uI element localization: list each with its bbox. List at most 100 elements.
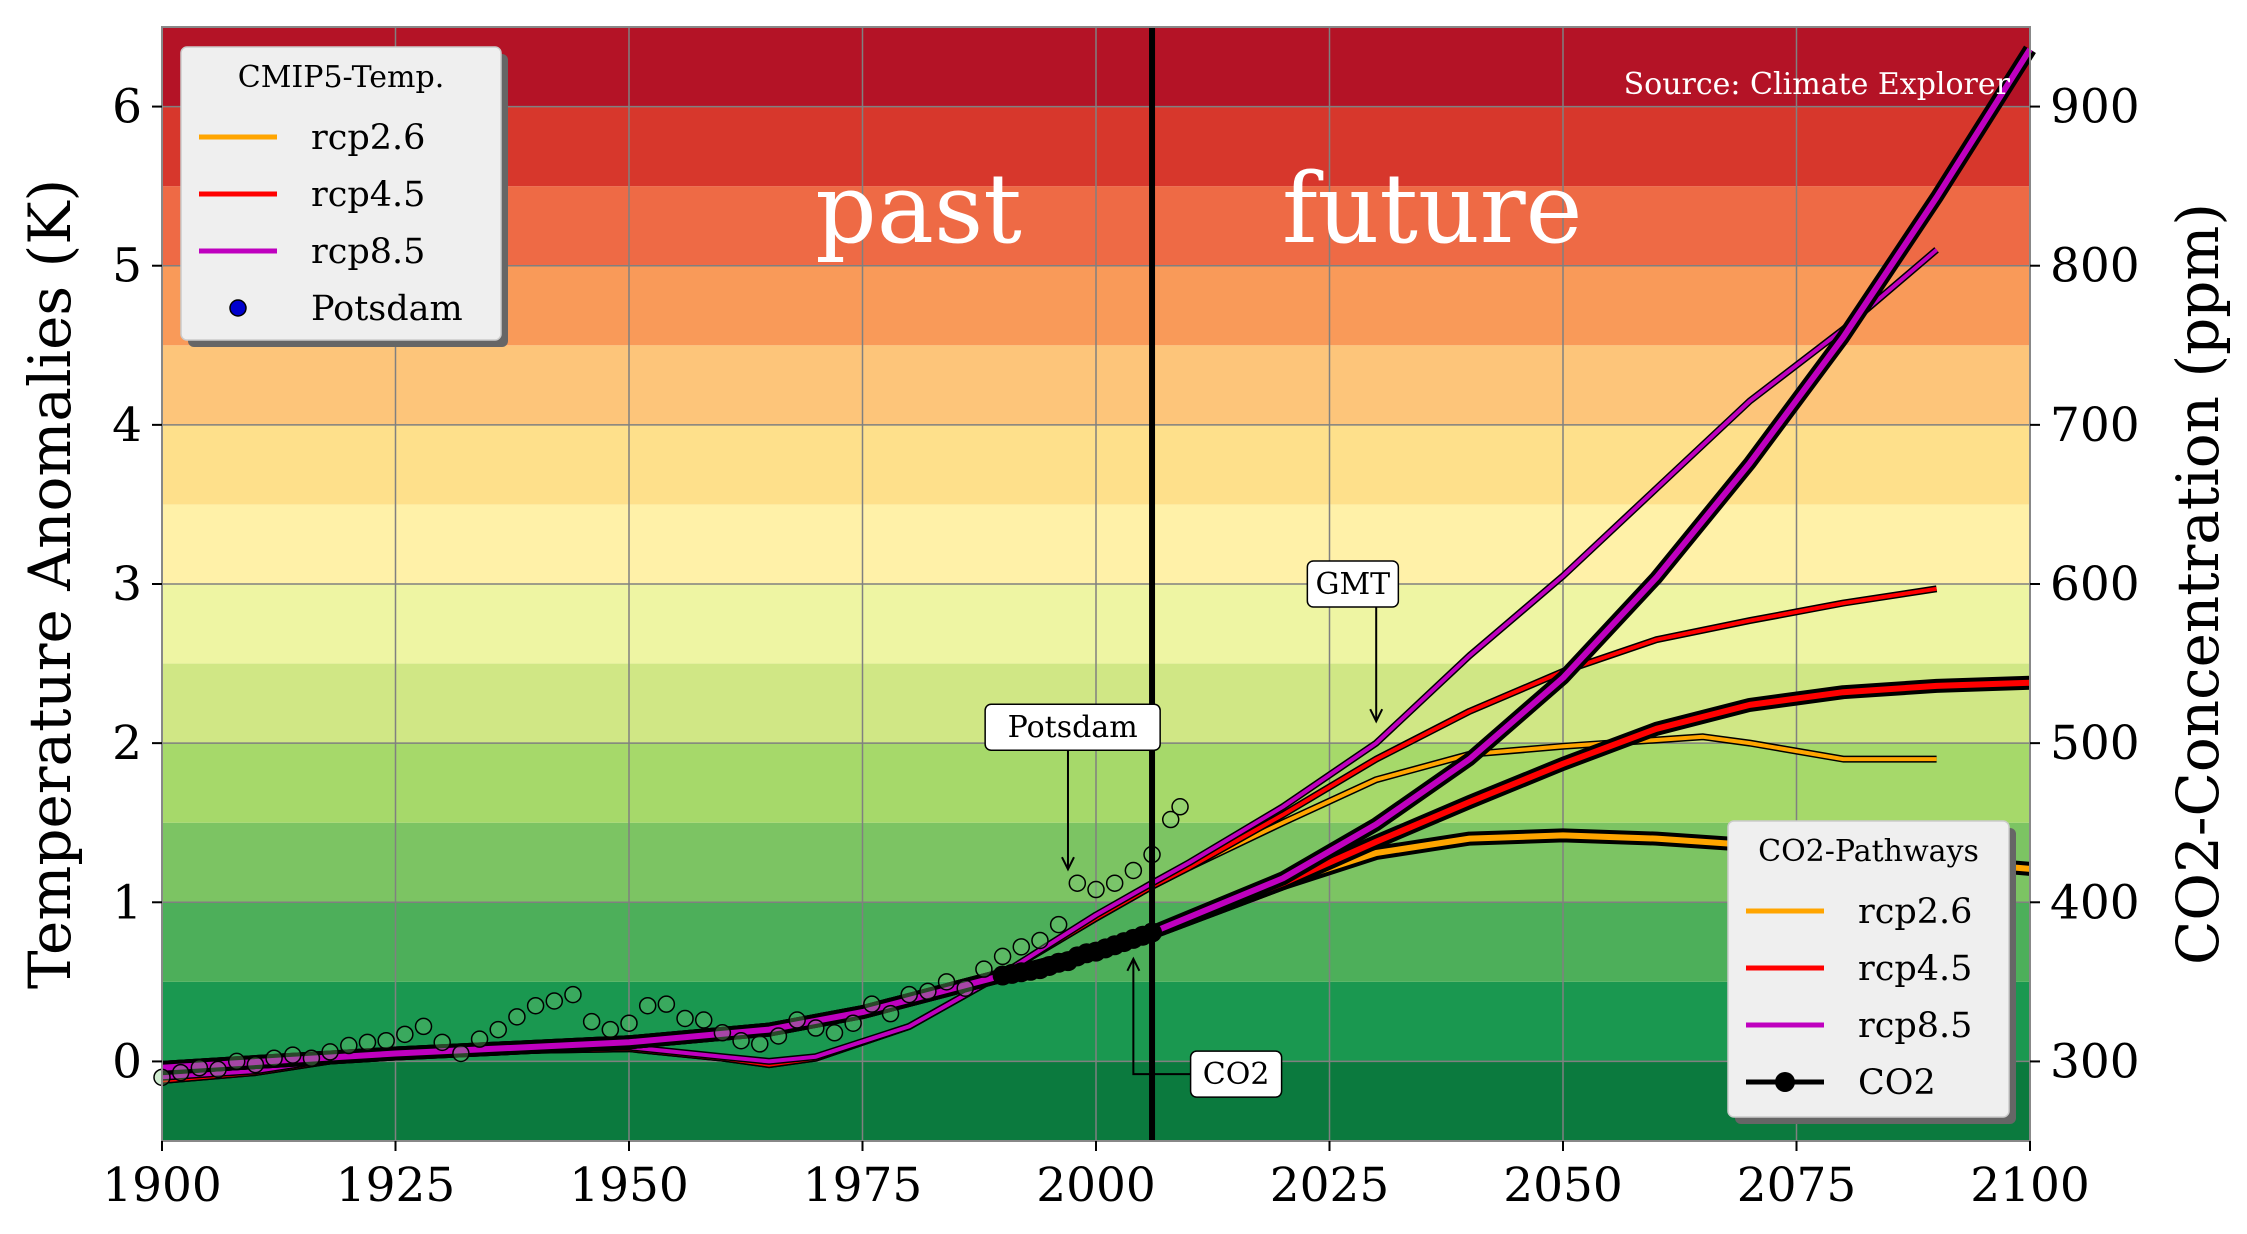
x-tick-label: 2000 bbox=[1036, 1158, 1156, 1213]
potsdam-point bbox=[321, 1043, 339, 1061]
x-tick-label: 2050 bbox=[1503, 1158, 1623, 1213]
potsdam-point bbox=[863, 995, 881, 1013]
y-axis-label: Temperature Anomalies (K) bbox=[16, 179, 84, 989]
potsdam-point bbox=[489, 1020, 507, 1039]
potsdam-point bbox=[1105, 874, 1124, 892]
annotations: Potsdam GMT CO2 bbox=[984, 560, 1400, 1098]
potsdam-point bbox=[470, 1030, 489, 1048]
y2-tick-label: 800 bbox=[2050, 239, 2140, 294]
legend-label: rcp8.5 bbox=[311, 232, 425, 272]
source-label: Source: Climate Explorer bbox=[1624, 67, 2011, 102]
y-tick-label: 4 bbox=[112, 398, 142, 453]
y2-tick-label: 400 bbox=[2050, 875, 2140, 930]
annotation-box bbox=[984, 703, 1161, 751]
potsdam-point bbox=[601, 1020, 620, 1039]
potsdam-point bbox=[1031, 931, 1049, 950]
legend-label: rcp2.6 bbox=[311, 118, 425, 158]
legend-label: rcp4.5 bbox=[311, 175, 425, 215]
annotation-arrowhead bbox=[1369, 708, 1384, 724]
potsdam-point bbox=[1049, 915, 1068, 934]
y-tick-label: 5 bbox=[112, 239, 142, 294]
y2-tick-label: 300 bbox=[2050, 1034, 2140, 1089]
potsdam-point bbox=[900, 985, 918, 1004]
past-label: past bbox=[815, 153, 1022, 265]
x-tick-label: 1900 bbox=[102, 1158, 222, 1213]
y2-axis-label: CO2-Concentration (ppm) bbox=[2164, 203, 2232, 965]
potsdam-point bbox=[1171, 798, 1189, 816]
potsdam-point bbox=[1124, 861, 1143, 880]
annotation-arrowhead bbox=[1061, 856, 1075, 872]
potsdam-point bbox=[433, 1033, 451, 1052]
y2-tick-label: 600 bbox=[2050, 557, 2140, 612]
potsdam-point bbox=[676, 1009, 694, 1028]
potsdam-point bbox=[881, 1004, 900, 1023]
y-tick-label: 0 bbox=[112, 1034, 142, 1089]
annotation-arrowhead bbox=[1126, 956, 1141, 972]
potsdam-point bbox=[526, 996, 545, 1015]
potsdam-point bbox=[825, 1024, 844, 1042]
potsdam-point bbox=[694, 1011, 713, 1029]
potsdam-point bbox=[1087, 880, 1105, 899]
potsdam-point bbox=[657, 995, 676, 1013]
y-tick-label: 2 bbox=[112, 716, 142, 771]
potsdam-point bbox=[246, 1055, 265, 1074]
potsdam-point bbox=[732, 1031, 750, 1050]
potsdam-point bbox=[227, 1052, 246, 1071]
legend-label: Potsdam bbox=[311, 289, 463, 329]
potsdam-point bbox=[358, 1033, 377, 1052]
legend-temperature: CMIP5-Temp. rcp2.6 rcp4.5 rcp8.5 Potsdam bbox=[180, 46, 508, 347]
potsdam-point bbox=[1068, 874, 1087, 892]
y2-tick-label: 500 bbox=[2050, 716, 2140, 771]
annotation-label: Potsdam bbox=[1008, 710, 1138, 745]
legend-co2: CO2-Pathways rcp2.6 rcp4.5 rcp8.5 CO2 bbox=[1727, 820, 2016, 1124]
potsdam-point bbox=[769, 1027, 788, 1045]
potsdam-point bbox=[919, 982, 937, 1001]
potsdam-point bbox=[564, 985, 582, 1004]
annotation-label: GMT bbox=[1315, 567, 1390, 602]
potsdam-point bbox=[340, 1036, 358, 1055]
potsdam-point bbox=[396, 1025, 414, 1044]
potsdam-point bbox=[638, 996, 657, 1015]
potsdam-point bbox=[751, 1035, 769, 1053]
x-tick-label: 1950 bbox=[569, 1158, 689, 1213]
legend-frame bbox=[180, 46, 502, 341]
x-tick-label: 1925 bbox=[336, 1158, 456, 1213]
y2-tick-label: 700 bbox=[2050, 398, 2140, 453]
co2-line-rcp8.5 bbox=[161, 47, 2033, 1071]
co2-observed-points bbox=[992, 922, 1163, 986]
potsdam-point bbox=[1012, 938, 1031, 956]
x-tick-label: 2075 bbox=[1737, 1158, 1857, 1213]
potsdam-point bbox=[284, 1046, 302, 1064]
potsdam-point bbox=[937, 973, 956, 991]
legend-label: rcp2.6 bbox=[1858, 892, 1972, 932]
y-tick-label: 3 bbox=[112, 557, 142, 612]
y-tick-label: 1 bbox=[112, 875, 142, 930]
potsdam-point bbox=[620, 1014, 638, 1032]
y2-tick-label: 900 bbox=[2050, 80, 2140, 135]
annotation-box bbox=[1306, 560, 1400, 608]
potsdam-point bbox=[209, 1060, 227, 1079]
x-tick-label: 1975 bbox=[803, 1158, 923, 1213]
potsdam-point bbox=[545, 992, 564, 1010]
potsdam-point bbox=[1161, 810, 1180, 829]
potsdam-point bbox=[265, 1049, 283, 1067]
potsdam-point bbox=[788, 1011, 806, 1029]
potsdam-point bbox=[452, 1044, 470, 1063]
potsdam-point bbox=[844, 1014, 862, 1032]
legend-title: CO2-Pathways bbox=[1758, 834, 1979, 869]
potsdam-point bbox=[956, 979, 974, 997]
legend-title: CMIP5-Temp. bbox=[238, 60, 444, 95]
y-tick-label: 6 bbox=[112, 80, 142, 135]
potsdam-point bbox=[171, 1063, 190, 1082]
future-label: future bbox=[1282, 153, 1582, 265]
legend-marker-potsdam bbox=[229, 299, 247, 317]
potsdam-point bbox=[302, 1049, 321, 1067]
potsdam-point bbox=[713, 1024, 732, 1042]
legend-label: CO2 bbox=[1858, 1063, 1936, 1103]
legend-marker-co2 bbox=[1775, 1072, 1795, 1092]
potsdam-point bbox=[508, 1008, 526, 1026]
annotation-box bbox=[1189, 1050, 1283, 1098]
x-tick-label: 2100 bbox=[1970, 1158, 2090, 1213]
potsdam-point bbox=[975, 960, 993, 978]
